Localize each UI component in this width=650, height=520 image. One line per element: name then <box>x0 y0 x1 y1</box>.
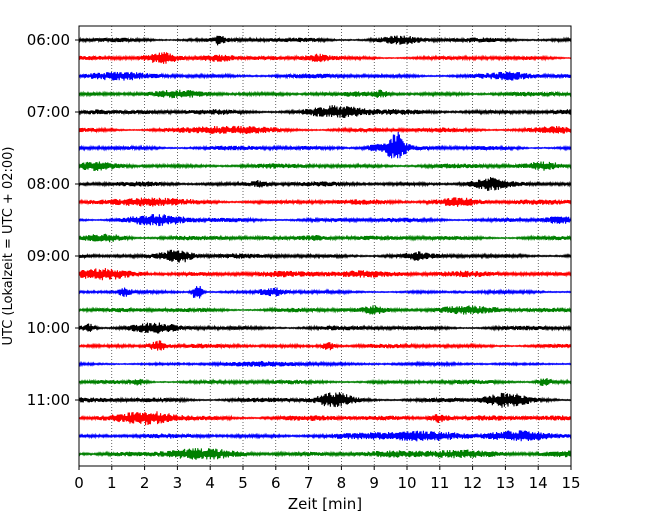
x-tick-label: 7 <box>304 474 314 492</box>
y-tick-label: 09:00 <box>27 247 70 265</box>
trace-0715 <box>78 125 572 135</box>
y-tick-label: 10:00 <box>27 319 70 337</box>
trace-0800 <box>78 176 572 191</box>
x-tick-label: 0 <box>74 474 84 492</box>
plot-background <box>79 26 571 466</box>
trace-0630 <box>78 71 572 81</box>
x-tick-label: 3 <box>173 474 183 492</box>
x-tick-label: 2 <box>140 474 150 492</box>
x-tick-label: 15 <box>561 474 580 492</box>
trace-1145 <box>78 448 572 460</box>
plot-frame <box>78 25 572 467</box>
trace-1045 <box>78 377 572 387</box>
trace-0615 <box>78 51 572 64</box>
trace-0600 <box>78 35 572 46</box>
y-tick-label: 11:00 <box>27 391 70 409</box>
trace-0745 <box>78 161 572 171</box>
x-tick-label: 9 <box>369 474 379 492</box>
trace-1115 <box>78 411 572 426</box>
x-tick-label: 10 <box>397 474 416 492</box>
x-tick-label: 6 <box>271 474 281 492</box>
trace-1000 <box>78 322 572 334</box>
vertical-grid <box>111 26 539 466</box>
x-tick-label: 11 <box>430 474 449 492</box>
x-axis-label: Zeit [min] <box>288 495 362 513</box>
trace-group <box>78 35 572 460</box>
trace-1100 <box>78 392 572 408</box>
y-axis-ticks: 06:00 07:00 08:00 09:00 10:00 11:00 <box>27 31 79 409</box>
trace-0945 <box>78 305 572 315</box>
trace-0830 <box>78 214 572 227</box>
x-tick-label: 1 <box>107 474 117 492</box>
trace-0930 <box>78 285 572 299</box>
trace-0915 <box>78 268 572 281</box>
trace-0700 <box>78 105 572 119</box>
trace-0900 <box>78 249 572 263</box>
x-tick-label: 4 <box>205 474 215 492</box>
x-tick-label: 12 <box>463 474 482 492</box>
y-tick-label: 08:00 <box>27 175 70 193</box>
x-axis-ticks: 0 1 2 3 4 5 6 7 8 9 10 11 12 13 14 15 <box>74 466 581 492</box>
trace-1030 <box>78 360 572 368</box>
x-tick-label: 5 <box>238 474 248 492</box>
x-tick-label: 14 <box>529 474 548 492</box>
trace-0645 <box>78 89 572 99</box>
trace-1130 <box>78 430 572 442</box>
y-tick-label: 06:00 <box>27 31 70 49</box>
x-tick-label: 8 <box>337 474 347 492</box>
trace-0815 <box>78 197 572 207</box>
x-tick-label: 13 <box>496 474 515 492</box>
y-tick-label: 07:00 <box>27 103 70 121</box>
y-axis-label: UTC (Lokalzeit = UTC + 02:00) <box>1 147 16 346</box>
trace-0730 <box>78 131 572 159</box>
trace-1015 <box>78 340 572 351</box>
trace-0845 <box>78 233 572 243</box>
